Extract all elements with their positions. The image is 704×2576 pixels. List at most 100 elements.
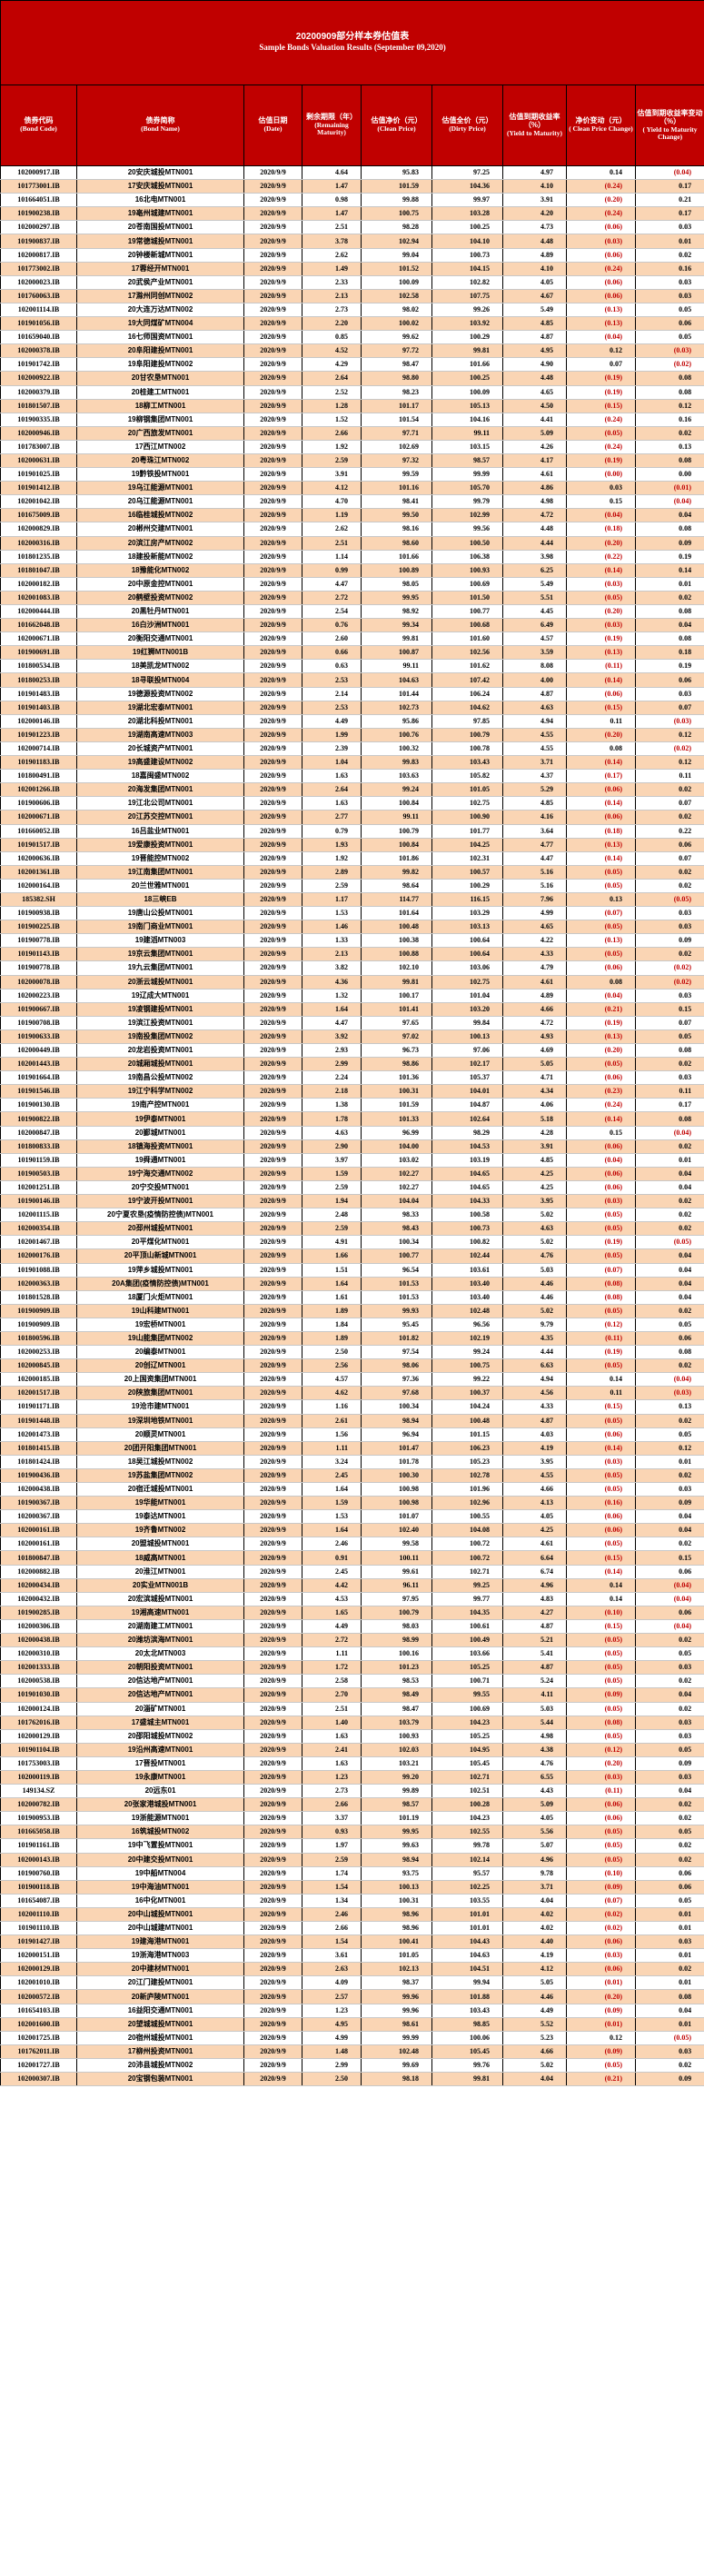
cell-valuation-date: 2020/9/9 xyxy=(243,1879,302,1895)
cell-bond-name: 19萍乡城投MTN001 xyxy=(76,1262,244,1278)
cell-yield-to-maturity: 4.25 xyxy=(502,1179,567,1196)
cell-clean-price-change: (0.11) xyxy=(566,1330,636,1347)
cell-bond-code: 102001115.IB xyxy=(0,1208,77,1223)
table-row: 101900118.IB 19中海油MTN001 2020/9/9 1.54 100.1… xyxy=(0,1879,704,1895)
cell-yield-to-maturity: 4.19 xyxy=(502,1948,567,1964)
cell-dirty-price: 104.36 xyxy=(431,179,503,194)
cell-dirty-price: 105.13 xyxy=(431,398,503,413)
cell-bond-name: 19南昌公投MTN002 xyxy=(76,1070,244,1086)
cell-bond-code: 101665058.IB xyxy=(0,1825,77,1840)
cell-yield-to-maturity: 5.52 xyxy=(502,2016,567,2032)
cell-yield-to-maturity: 4.96 xyxy=(502,1852,567,1867)
cell-bond-name: 18威高MTN001 xyxy=(76,1550,244,1566)
cell-yield-to-maturity: 4.94 xyxy=(502,713,567,729)
cell-bond-code: 101800491.IB xyxy=(0,769,77,784)
cell-remaining-maturity: 2.60 xyxy=(302,632,362,647)
cell-ytm-change: (0.04) xyxy=(634,1577,704,1593)
cell-ytm-change: 0.02 xyxy=(634,1303,704,1318)
cell-ytm-change: (0.05) xyxy=(634,1235,704,1250)
table-row: 101900909.IB 19宏桥MTN001 2020/9/9 1.84 95.45 9… xyxy=(0,1317,704,1332)
cell-remaining-maturity: 1.94 xyxy=(302,1194,362,1209)
cell-yield-to-maturity: 4.28 xyxy=(502,1125,567,1140)
cell-bond-code: 101753003.IB xyxy=(0,1755,77,1771)
cell-valuation-date: 2020/9/9 xyxy=(243,1742,302,1757)
cell-ytm-change: 0.02 xyxy=(634,1467,704,1484)
table-row: 101901171.IB 19沧市建MTN001 2020/9/9 1.16 100.3… xyxy=(0,1399,704,1415)
cell-remaining-maturity: 4.63 xyxy=(302,1125,362,1140)
cell-remaining-maturity: 2.41 xyxy=(302,1742,362,1757)
cell-ytm-change: 0.00 xyxy=(634,467,704,482)
cell-yield-to-maturity: 4.25 xyxy=(502,1523,567,1538)
cell-ytm-change: 0.22 xyxy=(634,823,704,839)
cell-clean-price: 93.75 xyxy=(361,1865,432,1881)
cell-clean-price-change: (0.24) xyxy=(566,206,636,222)
cell-bond-code: 101900909.IB xyxy=(0,1317,77,1332)
cell-yield-to-maturity: 5.49 xyxy=(502,576,567,592)
cell-clean-price: 104.04 xyxy=(361,1194,432,1209)
table-row: 101654087.IB 16中化MTN001 2020/9/9 1.34 100.31… xyxy=(0,1893,704,1908)
cell-ytm-change: (0.02) xyxy=(634,357,704,373)
cell-remaining-maturity: 4.47 xyxy=(302,1015,362,1030)
cell-bond-name: 17西江MTN002 xyxy=(76,439,244,454)
cell-bond-code: 101900822.IB xyxy=(0,1111,77,1127)
cell-clean-price-change: 0.11 xyxy=(566,1386,636,1401)
table-row: 101800833.IB 18镇海投资MTN001 2020/9/9 2.90 104.… xyxy=(0,1139,704,1154)
cell-clean-price-change: (0.21) xyxy=(566,1001,636,1017)
cell-dirty-price: 100.28 xyxy=(431,1797,503,1813)
cell-ytm-change: 0.17 xyxy=(634,206,704,222)
cell-clean-price-change: (0.06) xyxy=(566,247,636,263)
cell-dirty-price: 102.25 xyxy=(431,1879,503,1895)
cell-yield-to-maturity: 3.64 xyxy=(502,823,567,839)
cell-bond-code: 102000129.IB xyxy=(0,1962,77,1977)
cell-dirty-price: 99.97 xyxy=(431,193,503,208)
cell-yield-to-maturity: 4.85 xyxy=(502,316,567,332)
table-row: 102000817.IB 20钟楼新城MTN001 2020/9/9 2.62 99.0… xyxy=(0,247,704,263)
cell-dirty-price: 101.15 xyxy=(431,1427,503,1442)
cell-ytm-change: 0.07 xyxy=(634,796,704,811)
cell-remaining-maturity: 1.63 xyxy=(302,1728,362,1744)
cell-remaining-maturity: 0.85 xyxy=(302,330,362,345)
cell-valuation-date: 2020/9/9 xyxy=(243,371,302,386)
cell-remaining-maturity: 2.72 xyxy=(302,590,362,606)
cell-bond-name: 17晋投MTN001 xyxy=(76,1755,244,1771)
cell-clean-price: 98.47 xyxy=(361,1701,432,1716)
cell-bond-name: 20江苏交控MTN001 xyxy=(76,810,244,825)
cell-remaining-maturity: 2.89 xyxy=(302,864,362,880)
cell-bond-name: 20中山城投MTN001 xyxy=(76,1906,244,1923)
table-row: 101662048.IB 16白沙洲MTN001 2020/9/9 0.76 99.34… xyxy=(0,618,704,633)
cell-remaining-maturity: 1.59 xyxy=(302,1496,362,1511)
cell-bond-code: 102001266.IB xyxy=(0,782,77,798)
cell-clean-price-change: (0.05) xyxy=(566,1537,636,1552)
table-row: 101900691.IB 19红狮MTN001B 2020/9/9 0.66 100.8… xyxy=(0,645,704,661)
cell-valuation-date: 2020/9/9 xyxy=(243,837,302,852)
cell-dirty-price: 100.25 xyxy=(431,220,503,235)
cell-clean-price-change: (0.23) xyxy=(566,1084,636,1099)
table-row: 102000182.IB 20中原金控MTN001 2020/9/9 4.47 98.0… xyxy=(0,576,704,592)
table-row: 101800534.IB 18美凯龙MTN002 2020/9/9 0.63 99.11… xyxy=(0,659,704,674)
table-row: 101901223.IB 19湖南高速MTN003 2020/9/9 1.99 100.… xyxy=(0,727,704,742)
cell-dirty-price: 102.31 xyxy=(431,850,503,866)
cell-ytm-change: 0.19 xyxy=(634,549,704,564)
cell-yield-to-maturity: 4.79 xyxy=(502,960,567,976)
cell-remaining-maturity: 2.54 xyxy=(302,603,362,620)
cell-valuation-date: 2020/9/9 xyxy=(243,453,302,469)
cell-valuation-date: 2020/9/9 xyxy=(243,1825,302,1840)
cell-valuation-date: 2020/9/9 xyxy=(243,823,302,839)
cell-clean-price: 100.09 xyxy=(361,274,432,290)
cell-yield-to-maturity: 4.25 xyxy=(502,1166,567,1181)
cell-bond-code: 101664051.IB xyxy=(0,193,77,208)
table-row: 101762011.IB 17柳州投资MTN001 2020/9/9 1.48 102.… xyxy=(0,2044,704,2059)
table-row: 102000922.IB 20甘农垦MTN001 2020/9/9 2.64 98.80… xyxy=(0,371,704,386)
cell-clean-price-change: (0.05) xyxy=(566,878,636,893)
cell-ytm-change: 0.04 xyxy=(634,1262,704,1278)
cell-clean-price-change: (0.10) xyxy=(566,1865,636,1881)
cell-dirty-price: 100.61 xyxy=(431,1618,503,1635)
cell-clean-price-change: 0.11 xyxy=(566,713,636,729)
cell-bond-code: 101900503.IB xyxy=(0,1166,77,1181)
cell-remaining-maturity: 0.91 xyxy=(302,1550,362,1566)
table-row: 101900130.IB 19南产控MTN001 2020/9/9 1.38 101.5… xyxy=(0,1098,704,1113)
table-row: 101901104.IB 19沿州高速MTN001 2020/9/9 2.41 102.… xyxy=(0,1742,704,1757)
table-row: 102001725.IB 20宿州城投MTN001 2020/9/9 4.99 99.9… xyxy=(0,2030,704,2045)
cell-clean-price: 101.86 xyxy=(361,850,432,866)
cell-valuation-date: 2020/9/9 xyxy=(243,1084,302,1099)
